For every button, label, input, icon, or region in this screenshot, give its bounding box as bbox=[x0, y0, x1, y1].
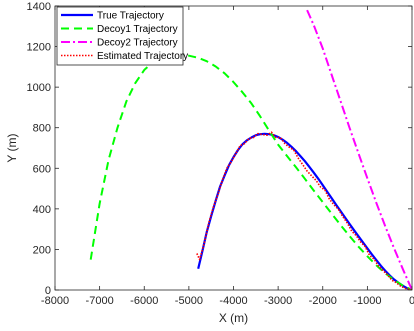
x-tick-label: 0 bbox=[409, 295, 414, 307]
x-tick-label: -3000 bbox=[264, 295, 292, 307]
y-axis-label: Y (m) bbox=[5, 133, 19, 162]
x-tick-label: -1000 bbox=[353, 295, 381, 307]
legend-label-decoy1-trajectory: Decoy1 Trajectory bbox=[97, 24, 178, 35]
axes-layer: -8000 -7000 -6000 -5000 -4000 -3000 -2000 -1000… bbox=[27, 1, 414, 307]
x-tick-label: -2000 bbox=[309, 295, 337, 307]
y-tick-label: 600 bbox=[33, 163, 51, 175]
y-tick-label: 200 bbox=[33, 244, 51, 256]
x-tick-label: -8000 bbox=[41, 295, 69, 307]
x-tick-label: -4000 bbox=[219, 295, 247, 307]
legend-label-estimated-trajectory: Estimated Trajectory bbox=[97, 51, 188, 62]
y-tick-label: 1400 bbox=[27, 1, 51, 13]
x-axis-label: X (m) bbox=[219, 311, 248, 325]
series-line-decoy1-trajectory bbox=[89, 54, 412, 290]
legend-label-true-trajectory: True Trajectory bbox=[97, 11, 164, 22]
legend: True Trajectory Decoy1 Trajectory Decoy2 T… bbox=[56, 6, 188, 66]
y-tick-label: 400 bbox=[33, 204, 51, 216]
legend-box bbox=[56, 6, 184, 66]
series-line-decoy2-trajectory bbox=[306, 9, 412, 290]
y-tick-label: 1200 bbox=[27, 42, 51, 54]
x-tick-label: -7000 bbox=[86, 295, 114, 307]
legend-label-decoy2-trajectory: Decoy2 Trajectory bbox=[97, 38, 178, 49]
x-tick-label: -5000 bbox=[175, 295, 203, 307]
y-tick-label: 1000 bbox=[27, 82, 51, 94]
y-tick-label: 0 bbox=[45, 285, 51, 297]
series-layer bbox=[89, 9, 412, 290]
y-tick-label: 800 bbox=[33, 123, 51, 135]
series-line-estimated-trajectory bbox=[196, 131, 412, 290]
x-tick-label: -6000 bbox=[130, 295, 158, 307]
